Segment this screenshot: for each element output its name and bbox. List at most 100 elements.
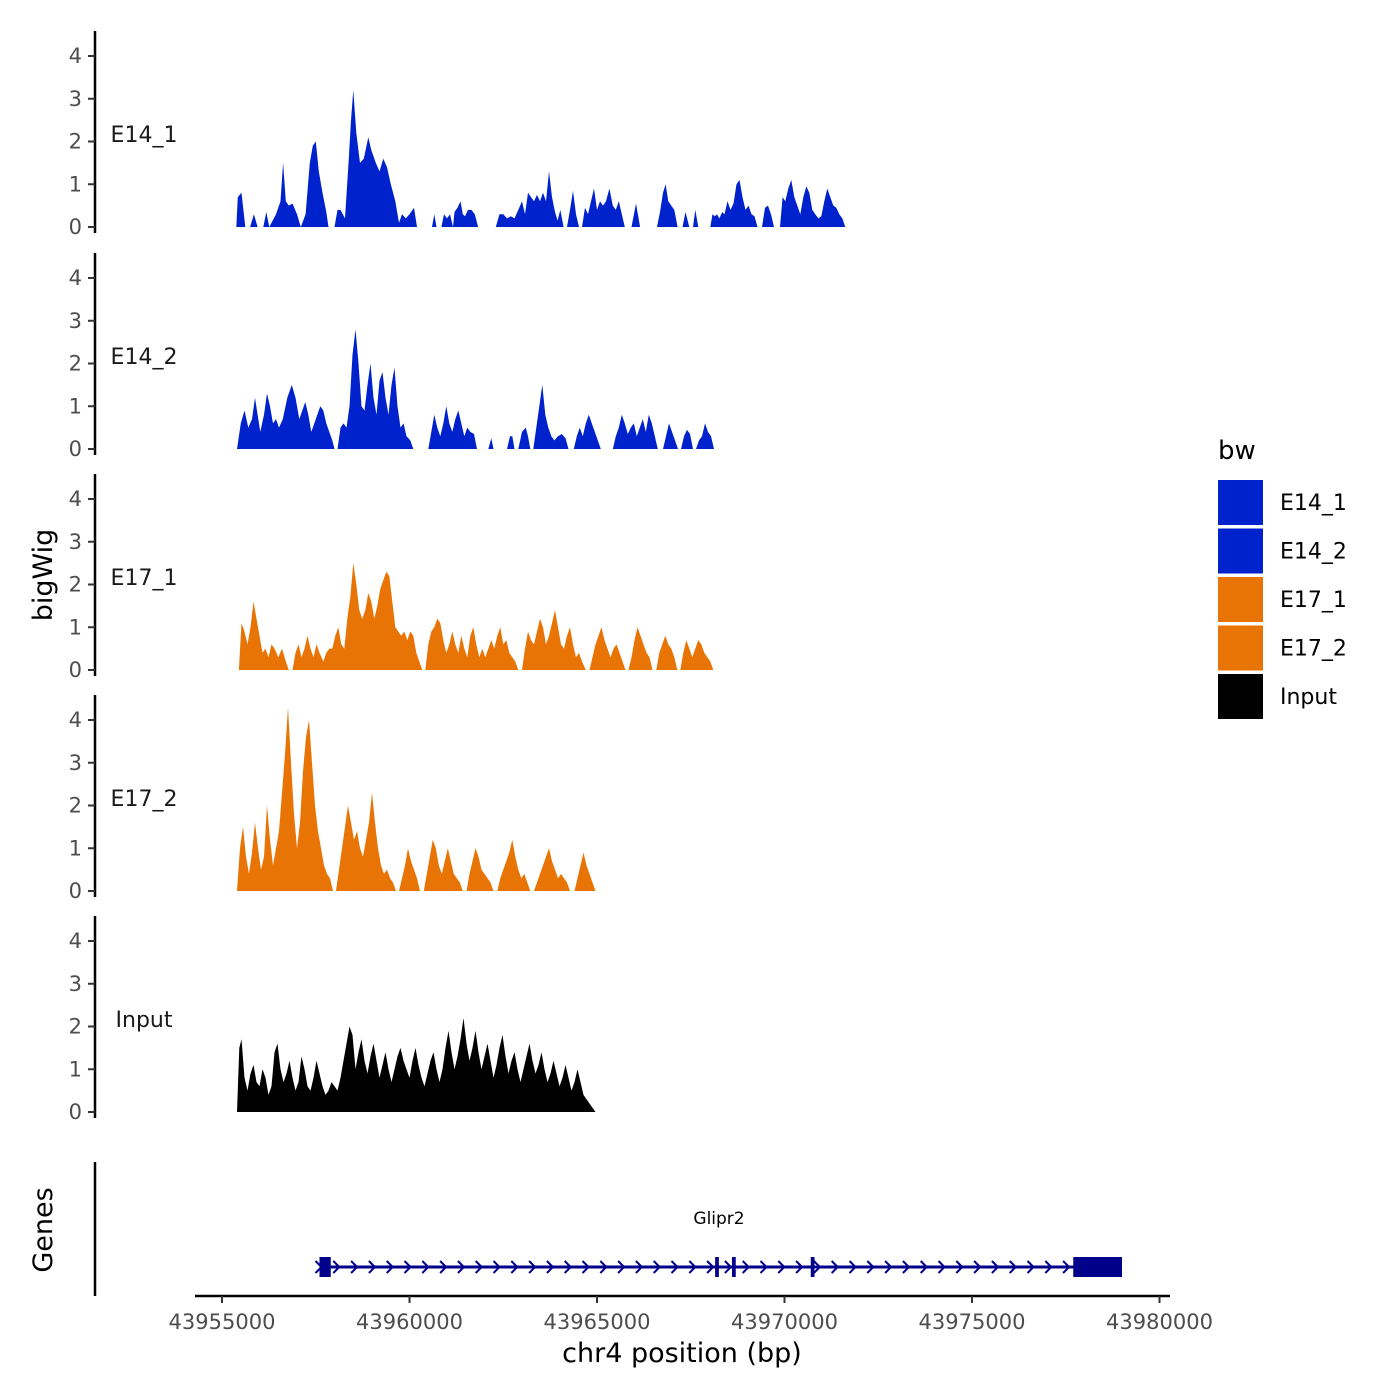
strand-arrow — [902, 1260, 911, 1274]
strand-arrow — [848, 1260, 857, 1274]
legend-swatch-e17-1 — [1218, 577, 1263, 622]
y-tick-label: 3 — [69, 87, 82, 111]
gene-exon — [319, 1257, 331, 1277]
strand-arrow — [777, 1260, 786, 1274]
track-label-e14-1: E14_1 — [111, 123, 178, 148]
y-tick-label: 3 — [69, 972, 82, 996]
strand-arrow — [652, 1260, 662, 1274]
track-label-e14-2: E14_2 — [111, 345, 178, 370]
legend: bw E14_1 E14_2 E17_1 E17_2 Input — [1218, 436, 1347, 719]
strand-arrow — [474, 1260, 484, 1274]
legend-label-e17-2: E17_2 — [1280, 637, 1347, 662]
gene-model — [314, 1257, 1122, 1277]
y-tick-label: 3 — [69, 751, 82, 775]
x-tick-label: 43970000 — [731, 1310, 838, 1334]
strand-arrow — [795, 1260, 804, 1274]
y-tick-label: 2 — [69, 130, 82, 154]
y-tick-label: 0 — [69, 1100, 82, 1124]
strand-arrow — [635, 1260, 644, 1274]
strand-arrow — [599, 1260, 608, 1274]
strand-arrow — [937, 1260, 946, 1274]
legend-swatch-e17-2 — [1218, 625, 1263, 671]
strand-arrow — [350, 1260, 359, 1274]
strand-arrow — [813, 1260, 822, 1274]
y-tick-label: 2 — [69, 573, 82, 597]
strand-arrow — [1026, 1260, 1035, 1274]
y-tick-label: 1 — [69, 836, 82, 860]
strand-arrow — [563, 1260, 573, 1274]
genes-axis-title: Genes — [28, 1187, 59, 1272]
track-area-input — [237, 1018, 596, 1112]
x-tick-label: 43955000 — [169, 1310, 276, 1334]
y-tick-label: 3 — [69, 530, 82, 554]
strand-arrow — [706, 1260, 715, 1274]
strand-arrow — [385, 1260, 395, 1274]
track-label-input: Input — [116, 1008, 173, 1033]
y-tick-label: 1 — [69, 172, 82, 196]
track-label-e17-1: E17_1 — [111, 566, 178, 591]
legend-swatch-input — [1218, 674, 1263, 719]
strand-arrow — [670, 1260, 679, 1274]
legend-label-e14-2: E14_2 — [1280, 540, 1347, 565]
strand-arrow — [884, 1260, 893, 1274]
x-axis-title: chr4 position (bp) — [562, 1338, 802, 1369]
strand-arrow — [617, 1260, 626, 1274]
y-tick-label: 2 — [69, 1015, 82, 1039]
track-area-e17-1 — [238, 563, 714, 670]
strand-arrow — [741, 1260, 751, 1274]
y-tick-label: 1 — [69, 615, 82, 639]
strand-arrow — [973, 1260, 982, 1274]
strand-arrow — [1062, 1260, 1071, 1274]
y-tick-label: 1 — [69, 394, 82, 418]
strand-arrow — [546, 1260, 555, 1274]
track-area-e17-2 — [237, 707, 596, 891]
y-axis-title: bigWig — [28, 529, 59, 622]
y-tick-label: 2 — [69, 794, 82, 818]
legend-label-e17-1: E17_1 — [1280, 588, 1347, 613]
strand-arrow — [724, 1260, 733, 1274]
y-tick-label: 2 — [69, 352, 82, 376]
strand-arrow — [528, 1260, 537, 1274]
y-axes: 0 1 2 3 4 0 1 2 3 4 0 1 2 3 4 0 1 2 3 4 0 1 2 3 4 — [69, 31, 97, 1124]
strand-arrow — [1008, 1260, 1018, 1274]
strand-arrow — [368, 1260, 377, 1274]
gene-exon — [732, 1257, 736, 1277]
strand-arrow — [439, 1260, 448, 1274]
strand-arrow — [581, 1260, 590, 1274]
y-tick-label: 1 — [69, 1057, 82, 1081]
x-axis: 43955000 43960000 43965000 43970000 43975000… — [169, 1294, 1213, 1334]
strand-arrow — [955, 1260, 964, 1274]
legend-swatch-e14-2 — [1218, 528, 1263, 574]
strand-arrow — [510, 1260, 519, 1274]
gene-exon — [810, 1257, 815, 1277]
y-tick-label: 4 — [69, 708, 82, 732]
y-tick-label: 0 — [69, 658, 82, 682]
y-tick-label: 4 — [69, 929, 82, 953]
gene-exon — [1073, 1257, 1122, 1277]
legend-label-e14-1: E14_1 — [1280, 491, 1347, 516]
strand-arrow — [991, 1260, 1000, 1274]
legend-entries: E14_1 E14_2 E17_1 E17_2 Input — [1218, 480, 1347, 719]
y-tick-label: 0 — [69, 879, 82, 903]
track-area-e14-2 — [237, 329, 714, 449]
y-tick-label: 4 — [69, 266, 82, 290]
x-tick-label: 43960000 — [356, 1310, 463, 1334]
strand-arrow — [830, 1260, 840, 1274]
track-areas: E14_1 E14_2 E17_1 E17_2 Input — [111, 90, 846, 1112]
strand-arrow — [759, 1260, 768, 1274]
y-tick-label: 4 — [69, 44, 82, 68]
strand-arrow — [866, 1260, 875, 1274]
legend-title: bw — [1218, 436, 1256, 466]
strand-arrow — [457, 1260, 466, 1274]
x-tick-label: 43965000 — [544, 1310, 651, 1334]
y-tick-label: 0 — [69, 437, 82, 461]
legend-swatch-e14-1 — [1218, 480, 1263, 525]
gene-name-label: Glipr2 — [693, 1209, 744, 1229]
strand-arrow — [919, 1260, 929, 1274]
strand-arrow — [1044, 1260, 1053, 1274]
track-label-e17-2: E17_2 — [111, 787, 178, 812]
gene-exon — [715, 1257, 719, 1277]
x-tick-label: 43980000 — [1106, 1310, 1213, 1334]
strand-arrow — [688, 1260, 697, 1274]
